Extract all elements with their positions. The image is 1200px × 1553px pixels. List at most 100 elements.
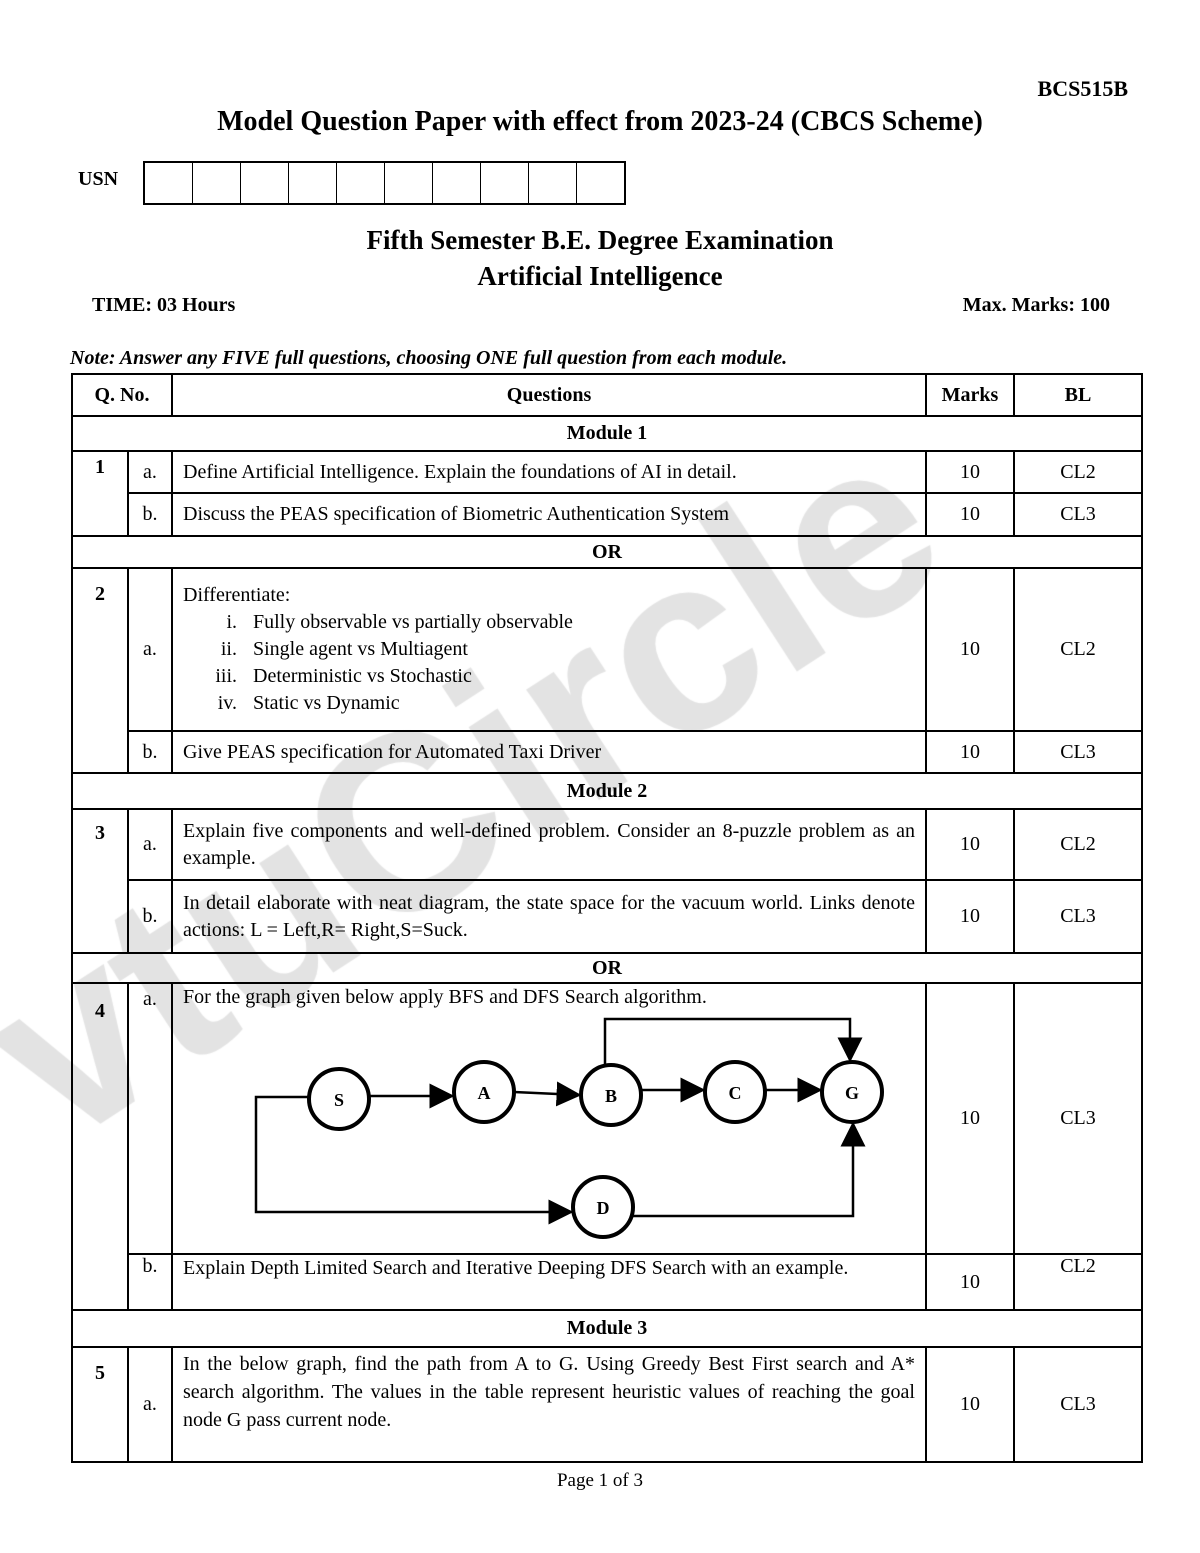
marks: 10 [925,1346,1015,1463]
question-text: Give PEAS specification for Automated Ta… [171,730,927,774]
node-label: G [845,1083,859,1103]
table-row: 3 a. Explain five components and well-de… [71,808,1143,954]
question-text: Explain five components and well-defined… [171,808,927,881]
module-heading: Module 3 [71,1309,1143,1348]
item-text: Deterministic vs Stochastic [253,665,472,687]
question-intro: For the graph given below apply BFS and … [183,986,707,1008]
question-table: Q. No. Questions Marks BL Module 1 1 a. … [71,373,1143,1463]
module-heading: Module 1 [71,415,1143,452]
node-c [703,1060,767,1124]
exam-heading: Fifth Semester B.E. Degree Examination Ar… [0,222,1200,294]
bl: CL2 [1013,567,1143,732]
marks: 10 [925,879,1015,954]
edge-s-d [254,1095,574,1225]
question-number: 2 [71,567,129,774]
sub-label: a. [127,808,173,881]
header-row: Q. No. Questions Marks BL [71,373,1143,417]
question-number: 4 [71,982,129,1311]
sub-label: a. [127,567,173,732]
table-row: b. In detail elaborate with neat diagram… [72,879,1143,954]
node-label: C [729,1083,742,1103]
bl: CL3 [1013,492,1143,537]
question-text: Discuss the PEAS specification of Biomet… [171,492,927,537]
bl: CL3 [1013,730,1143,774]
sub-label: b. [127,1253,173,1311]
bl: CL3 [1013,1346,1143,1463]
list-item: i. Fully observable vs partially observab… [183,609,915,636]
bl: CL2 [1013,450,1143,494]
list-item: ii. Single agent vs Multiagent [183,636,915,663]
subject-name: Artificial Intelligence [477,261,723,291]
item-num: i. [226,611,237,633]
exam-name: Fifth Semester B.E. Degree Examination [366,225,834,255]
sub-label: a. [127,1346,173,1463]
sub-label: b. [127,492,173,537]
marks: 10 [925,982,1015,1255]
table-row: 2 a. Differentiate: i. Fully observable v… [71,567,1143,774]
table-row: 1 a. Define Artificial Intelligence. Exp… [71,450,1143,537]
sub-label: b. [127,879,173,954]
table-row: b. Discuss the PEAS specification of Bio… [72,492,1143,537]
max-marks: Max. Marks: 100 [962,294,1110,316]
bl: CL3 [1013,982,1143,1255]
bl: CL2 [1013,1253,1143,1311]
sub-label: a. [127,450,173,494]
list-item: iv. Static vs Dynamic [183,690,915,717]
edge-a-b [513,1081,582,1107]
marks: 10 [925,1253,1015,1311]
node-label: A [478,1083,491,1103]
question-text: In the below graph, find the path from A… [171,1346,927,1463]
item-text: Single agent vs Multiagent [253,638,468,660]
question-intro: Differentiate: [183,584,291,606]
bl: CL2 [1013,808,1143,881]
course-code: BCS515B [1037,76,1128,101]
module-heading: Module 2 [71,772,1143,810]
item-num: iv. [217,692,237,714]
marks: 10 [925,450,1015,494]
time: TIME: 03 Hours [92,294,236,316]
node-d [571,1175,635,1239]
node-g [820,1060,884,1124]
marks: 10 [925,567,1015,732]
questions-header: Questions [171,373,927,417]
question-text: Differentiate: i. Fully observable vs par… [171,567,927,732]
question-number: 1 [71,450,129,537]
item-num: iii. [215,665,237,687]
item-list: i. Fully observable vs partially observab… [183,609,915,717]
list-item: iii. Deterministic vs Stochastic [183,663,915,690]
node-a [452,1060,516,1124]
bl: CL3 [1013,879,1143,954]
page-number: Page 1 of 3 [556,1470,643,1491]
marks: 10 [925,492,1015,537]
item-text: Fully observable vs partially observable [253,611,573,633]
question-text: Explain Depth Limited Search and Iterati… [171,1253,927,1311]
question-text: For the graph given below apply BFS and … [171,982,927,1255]
question-number: 5 [71,1346,129,1463]
or-divider: OR [71,952,1143,984]
qno-header: Q. No. [71,373,173,417]
bl-header: BL [1013,373,1143,417]
usn-label: USN [78,168,119,190]
edge-b-g [603,1017,863,1064]
paper-title: Model Question Paper with effect from 20… [217,106,983,137]
table-row: 5 a. In the below graph, find the path f… [71,1346,1143,1463]
search-graph: S A B C G D [254,1017,884,1239]
sub-label: a. [127,982,173,1255]
question-text: Define Artificial Intelligence. Explain … [171,450,927,494]
marks-header: Marks [925,373,1015,417]
marks: 10 [925,808,1015,881]
node-b [579,1063,643,1127]
note: Note: Answer any FIVE full questions, ch… [70,347,788,369]
node-label: D [597,1198,610,1218]
table-row: b. Give PEAS specification for Automated… [72,730,1143,774]
node-label: S [334,1090,344,1110]
table-row: 4 a. For the graph given below apply BFS… [71,982,1143,1311]
or-divider: OR [71,535,1143,569]
sub-label: b. [127,730,173,774]
usn-boxes[interactable] [143,161,626,205]
question-text: In detail elaborate with neat diagram, t… [171,879,927,954]
item-text: Static vs Dynamic [253,692,400,714]
node-s [307,1067,371,1131]
edge-d-g [633,1121,866,1218]
